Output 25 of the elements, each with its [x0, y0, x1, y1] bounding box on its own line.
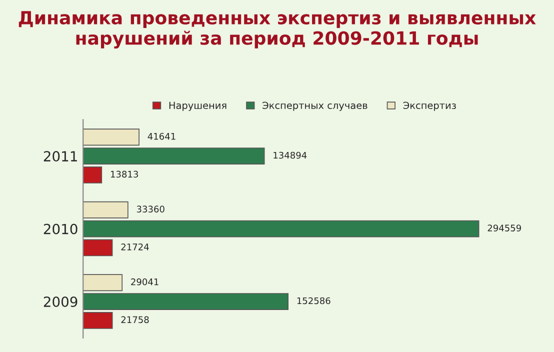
data-label: 29041	[131, 278, 158, 286]
legend-label: Нарушения	[169, 102, 226, 111]
data-label: 152586	[297, 297, 330, 304]
data-label: 134894	[274, 152, 307, 159]
legend-label: Экспертиз	[403, 102, 456, 111]
bar	[83, 312, 113, 329]
data-label: 21724	[121, 244, 149, 250]
y-tick-label: 2011	[44, 151, 77, 162]
data-label: 41641	[148, 132, 176, 140]
data-label: 33360	[136, 206, 164, 213]
bar	[83, 166, 102, 184]
y-tick-label: 2010	[44, 224, 78, 234]
bar	[83, 239, 113, 256]
legend-label: Экспертных случаев	[262, 102, 368, 111]
bar	[83, 293, 289, 310]
bar	[83, 148, 265, 165]
bar	[83, 220, 480, 238]
data-label: 21758	[121, 316, 149, 324]
bar	[83, 274, 123, 292]
bar	[83, 128, 140, 146]
chart-title: Динамика проведенных экспертиз и выявленных нарушений за период 2009-2011 годы	[18, 11, 536, 48]
bar	[83, 201, 128, 218]
y-tick-label: 2009	[44, 296, 78, 308]
data-label: 13813	[110, 170, 138, 178]
data-label: 294559	[488, 224, 521, 232]
